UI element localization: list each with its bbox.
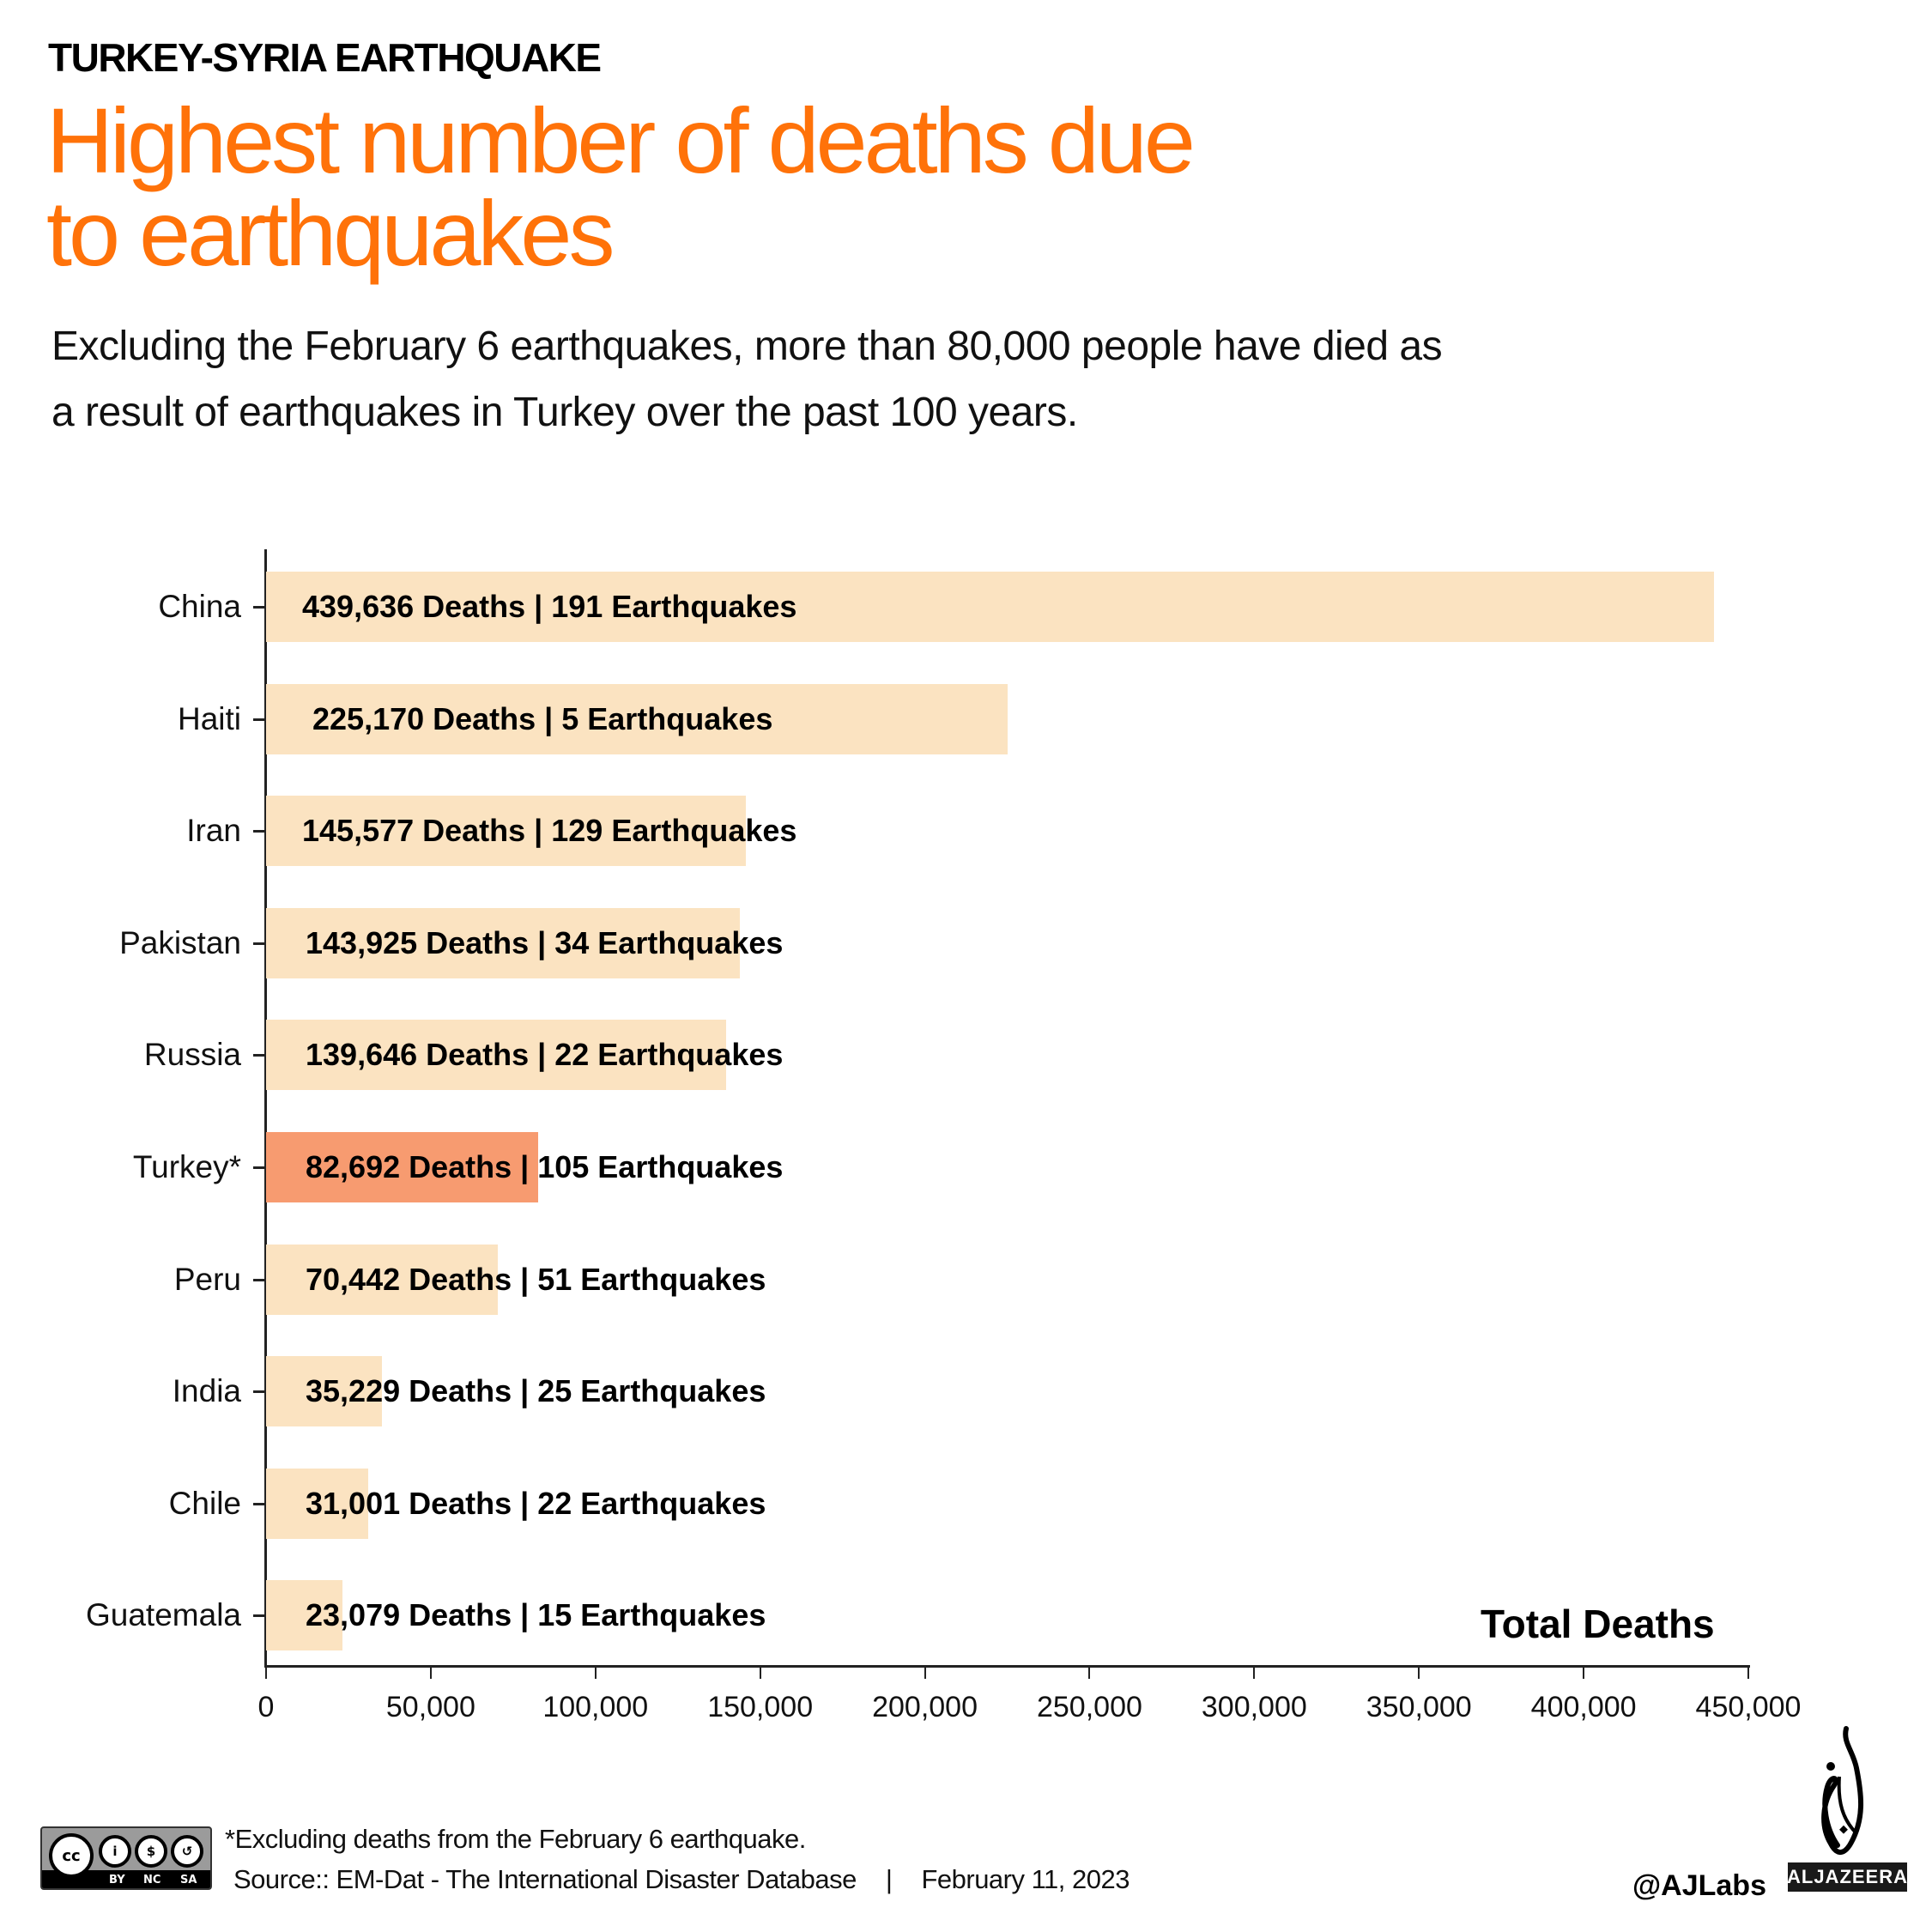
cc-tag-sa: SA (180, 1874, 197, 1887)
cc-license-badge: cc i $ ↺ BY NC SA (40, 1826, 212, 1890)
title-line-1: Highest number of deaths due (46, 88, 1196, 192)
y-tick (253, 606, 265, 609)
category-label: Peru (173, 1261, 241, 1297)
title-line-2: to earthquakes (46, 181, 615, 285)
y-tick (253, 718, 265, 721)
x-tick-label: 150,000 (707, 1691, 814, 1723)
category-label: Iran (186, 813, 241, 849)
page-title: Highest number of deaths due to earthqua… (46, 88, 1196, 285)
aljazeera-wordmark: ALJAZEERA (1787, 1862, 1907, 1892)
x-tick (1747, 1667, 1749, 1679)
bar-turkey (266, 1132, 539, 1202)
bar-peru (266, 1244, 499, 1315)
cc-badge-band (42, 1870, 210, 1888)
x-tick (1253, 1667, 1256, 1679)
x-tick-label: 300,000 (1201, 1691, 1307, 1723)
bar-data-label: 145,577 Deaths | 129 Earthquakes (302, 813, 797, 849)
source-line: Source:: EM-Dat - The International Disa… (233, 1864, 1130, 1895)
x-tick (429, 1667, 432, 1679)
y-tick (253, 1390, 265, 1394)
x-tick-label: 250,000 (1036, 1691, 1142, 1723)
bar-data-label: 23,079 Deaths | 15 Earthquakes (306, 1597, 766, 1633)
source-separator: | (885, 1864, 893, 1894)
y-tick (253, 942, 265, 945)
category-label: Chile (168, 1485, 241, 1521)
y-tick (253, 1166, 265, 1169)
category-label: Haiti (177, 700, 241, 736)
y-tick (253, 830, 265, 833)
x-tick-label: 350,000 (1366, 1691, 1472, 1723)
x-tick-label: 200,000 (872, 1691, 978, 1723)
category-label: Guatemala (86, 1597, 241, 1633)
x-tick (924, 1667, 926, 1679)
noncommercial-icon: $ (135, 1835, 167, 1868)
category-label: Pakistan (119, 924, 241, 960)
subtitle: Excluding the February 6 earthquakes, mo… (51, 313, 1443, 445)
bar-china (266, 572, 1715, 642)
y-tick (253, 1054, 265, 1057)
subtitle-line-2: a result of earthquakes in Turkey over t… (51, 390, 1078, 435)
ajlabs-handle: @AJLabs (1632, 1869, 1766, 1902)
x-tick (265, 1667, 267, 1679)
bar-chile (266, 1468, 368, 1539)
x-tick (1583, 1667, 1585, 1679)
x-tick-label: 100,000 (542, 1691, 649, 1723)
kicker: TURKEY-SYRIA EARTHQUAKE (48, 35, 602, 80)
x-tick-label: 50,000 (385, 1691, 475, 1723)
bar-russia (266, 1020, 726, 1091)
cc-tag-by: BY (109, 1874, 125, 1887)
cc-tag-nc: NC (143, 1874, 161, 1887)
publish-date: February 11, 2023 (921, 1864, 1130, 1894)
y-tick (253, 1502, 265, 1505)
x-tick-label: 450,000 (1695, 1691, 1802, 1723)
cc-icon: cc (49, 1833, 94, 1878)
x-tick-label: 0 (257, 1691, 275, 1723)
bar-data-label: 31,001 Deaths | 22 Earthquakes (306, 1485, 766, 1521)
bar-data-label: 70,442 Deaths | 51 Earthquakes (306, 1261, 766, 1297)
bar-data-label: 35,229 Deaths | 25 Earthquakes (306, 1373, 766, 1409)
bar-data-label: 139,646 Deaths | 22 Earthquakes (306, 1037, 784, 1073)
aljazeera-calligraphy-logo-icon (1821, 1726, 1863, 1855)
category-label: Russia (143, 1037, 241, 1073)
bar-india (266, 1356, 383, 1427)
bar-haiti (266, 683, 1008, 754)
category-label: India (172, 1373, 241, 1409)
y-tick (253, 1278, 265, 1281)
x-tick (1088, 1667, 1091, 1679)
x-tick (1418, 1667, 1420, 1679)
category-label: China (158, 589, 241, 624)
source-text: Source:: EM-Dat - The International Disa… (233, 1864, 857, 1894)
category-label: Turkey* (132, 1149, 241, 1184)
x-tick-label: 400,000 (1530, 1691, 1637, 1723)
y-tick (253, 1614, 265, 1618)
x-axis-title: Total Deaths (1481, 1602, 1715, 1646)
subtitle-line-1: Excluding the February 6 earthquakes, mo… (51, 324, 1443, 369)
attribution-icon: i (99, 1835, 131, 1868)
footnote: *Excluding deaths from the February 6 ea… (225, 1824, 806, 1854)
bar-data-label: 439,636 Deaths | 191 Earthquakes (302, 589, 797, 624)
x-axis (264, 1665, 1750, 1668)
bar-guatemala (266, 1580, 342, 1651)
sharealike-icon: ↺ (171, 1835, 203, 1868)
x-tick (594, 1667, 597, 1679)
bar-pakistan (266, 907, 741, 978)
bar-iran (266, 796, 746, 867)
x-tick (759, 1667, 761, 1679)
bar-data-label: 82,692 Deaths | 105 Earthquakes (306, 1149, 784, 1184)
bar-data-label: 225,170 Deaths | 5 Earthquakes (312, 700, 773, 736)
bar-data-label: 143,925 Deaths | 34 Earthquakes (306, 924, 784, 960)
y-axis (264, 549, 267, 1667)
